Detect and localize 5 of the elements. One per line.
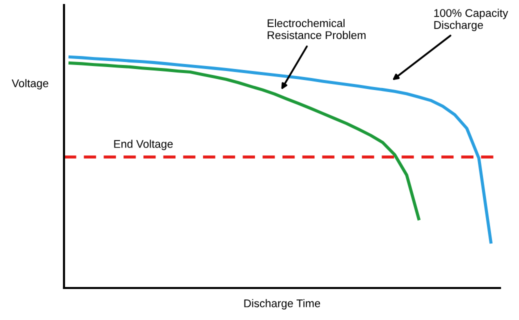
y-axis-title: Voltage	[12, 79, 48, 90]
text: Electrochemical Resistance Problem	[268, 18, 366, 40]
ref-line-label: End Voltage	[114, 140, 173, 150]
x-axis-title: Discharge Time	[244, 299, 320, 310]
text: 100% Capacity Discharge	[434, 8, 508, 32]
